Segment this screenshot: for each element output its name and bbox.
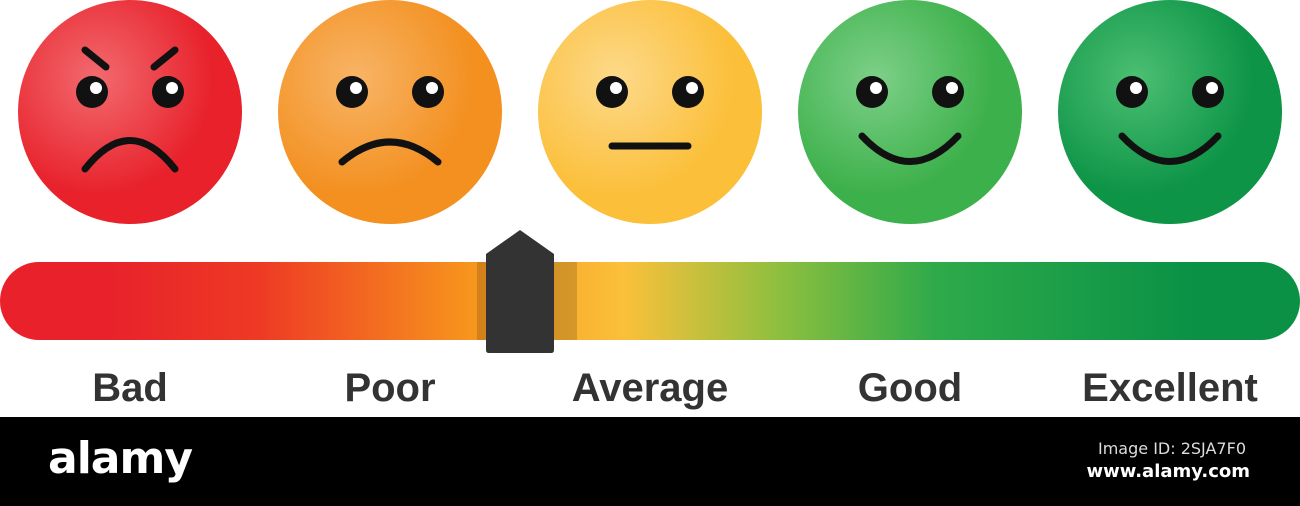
rating-gradient-bar	[0, 262, 1300, 340]
label-bad: Bad	[92, 366, 168, 410]
image-id: Image ID: 2SJA7F0	[1098, 439, 1246, 458]
mouth	[81, 137, 179, 173]
eyebrows	[81, 46, 179, 71]
label-average: Average	[571, 366, 729, 410]
mouth	[858, 132, 962, 165]
mouth	[338, 138, 442, 166]
face-very-happy[interactable]	[1058, 0, 1282, 224]
footer-bar: alamy Image ID: 2SJA7F0 www.alamy.com	[0, 417, 1300, 506]
eye-icon	[336, 76, 368, 108]
eye-icon	[152, 76, 184, 108]
rating-scale-graphic	[0, 0, 1300, 353]
eye-icon	[856, 76, 888, 108]
eye-icon	[1192, 76, 1224, 108]
eye-icon	[672, 76, 704, 108]
face-sad[interactable]	[278, 0, 502, 224]
face-happy[interactable]	[798, 0, 1022, 224]
rating-slider-handle[interactable]	[477, 230, 577, 353]
slider-pointer[interactable]	[486, 230, 554, 353]
eye-icon	[1116, 76, 1148, 108]
label-excellent: Excellent	[1082, 366, 1258, 410]
label-good: Good	[857, 366, 963, 410]
site-url[interactable]: www.alamy.com	[1086, 461, 1250, 482]
eye-icon	[76, 76, 108, 108]
face-neutral[interactable]	[538, 0, 762, 224]
mouth	[1118, 132, 1222, 165]
alamy-logo: alamy	[48, 433, 193, 484]
eye-icon	[596, 76, 628, 108]
eye-icon	[412, 76, 444, 108]
label-poor: Poor	[344, 366, 436, 410]
eye-icon	[932, 76, 964, 108]
face-angry[interactable]	[18, 0, 242, 224]
